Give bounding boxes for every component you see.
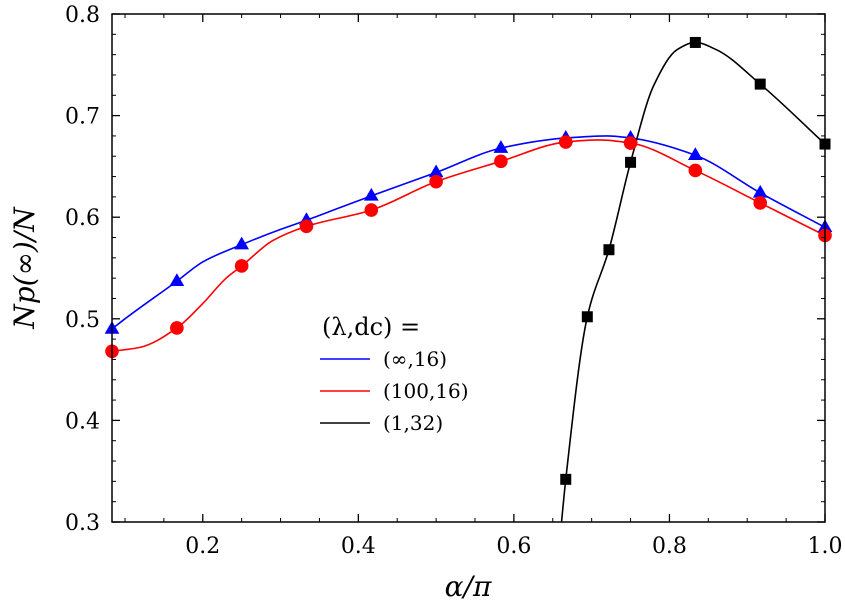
series-2-point-3 [625,156,637,168]
series-1-point-6 [494,154,508,169]
series-layer [112,41,825,522]
series-0-point-2 [234,236,250,250]
series-1-point-3 [299,219,314,234]
series-0-point-1 [169,273,185,287]
series-1-point-4 [364,203,379,217]
series-0-point-10 [752,184,768,198]
series-0-point-5 [428,164,444,178]
series-0-point-9 [687,147,703,161]
legend-entry-0: (∞,16) [383,347,447,371]
legend-entry-2: (1,32) [383,411,443,435]
x-tick-label-0: 0.2 [185,534,220,559]
legend: (λ,dc) = (∞,16) (100,16) (1,32) [320,313,469,435]
series-1-point-1 [170,321,184,335]
legend-entry-1: (100,16) [383,379,469,403]
y-tick-label-4: 0.7 [65,105,100,130]
series-0-point-6 [493,140,509,153]
y-tick-label-2: 0.5 [65,308,100,333]
x-tick-label-3: 0.8 [652,534,687,559]
x-axis-title: α/π [445,570,492,603]
series-2-point-2 [603,244,615,256]
series-line-2 [560,41,825,522]
series-1-point-7 [558,135,573,149]
series-1-point-10 [753,196,768,210]
x-tick-label-2: 0.6 [496,534,531,559]
legend-title: (λ,dc) = [322,313,420,341]
series-line-0 [112,135,825,330]
y-tick-label-0: 0.3 [65,511,100,536]
y-tick-label-5: 0.8 [65,3,100,28]
ticks-layer: 0.2 0.4 0.6 0.8 1.0 0.3 0.4 0.5 0.6 0.7 0.8 [65,3,843,559]
series-1-point-9 [688,163,703,178]
series-2-point-5 [754,78,766,90]
series-0-point-4 [363,187,379,201]
series-2-point-4 [689,36,701,48]
x-tick-label-1: 0.4 [341,534,376,559]
series-2-point-0 [560,473,572,485]
plot-frame [111,13,826,523]
marker-layer [104,36,833,485]
series-1-point-8 [623,136,638,150]
series-line-1 [112,139,825,353]
series-2-point-1 [581,311,593,323]
x-tick-label-4: 1.0 [808,534,843,559]
y-tick-label-3: 0.6 [65,206,100,231]
series-1-point-5 [429,174,443,189]
series-1-point-2 [234,259,249,273]
y-tick-label-1: 0.4 [65,409,100,434]
y-axis-title: Np(∞)/N [8,206,41,330]
